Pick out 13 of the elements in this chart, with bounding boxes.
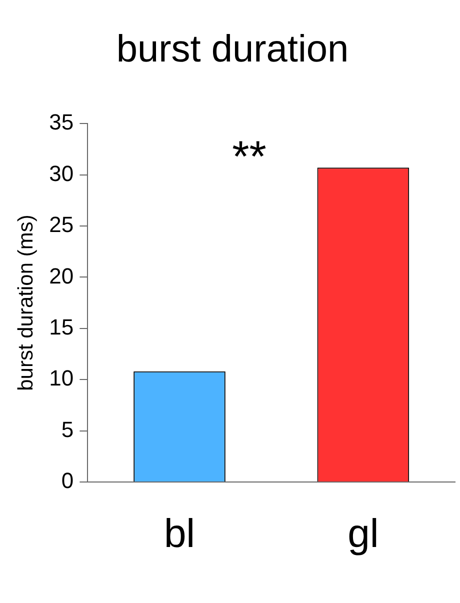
- annotation: **: [232, 132, 266, 182]
- x-tick-label: gl: [348, 512, 379, 556]
- y-tick-label: 15: [49, 314, 74, 340]
- y-tick-label: 20: [49, 263, 74, 288]
- chart-title: burst duration: [116, 28, 349, 70]
- y-tick-label: 25: [49, 212, 74, 238]
- y-axis-title: burst duration (ms): [14, 214, 38, 391]
- y-tick-label: 35: [49, 110, 74, 135]
- y-tick-label: 30: [49, 160, 74, 186]
- y-tick-label: 0: [61, 468, 74, 494]
- x-tick-label: bl: [164, 512, 196, 556]
- y-tick-label: 10: [49, 366, 74, 391]
- y-tick-label: 5: [61, 416, 74, 442]
